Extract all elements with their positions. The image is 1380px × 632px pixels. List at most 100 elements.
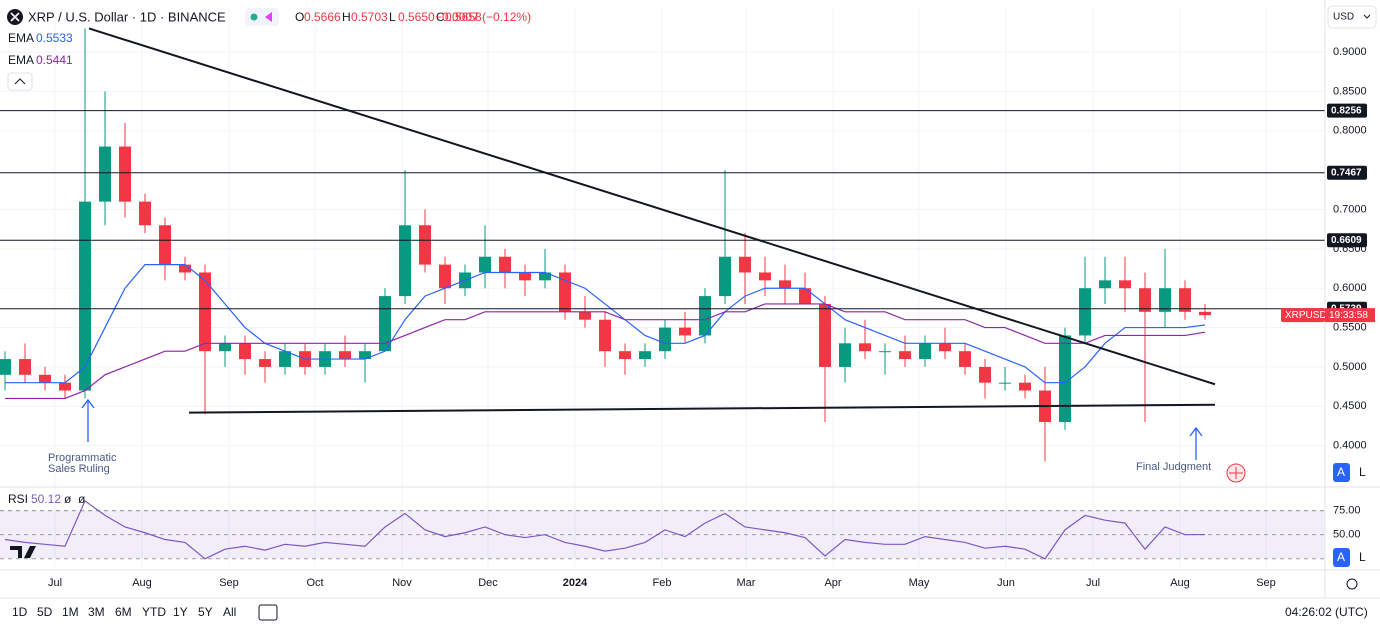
collapse-legend[interactable] — [7, 72, 33, 91]
rsi-value: 50.12 — [31, 492, 61, 506]
candle-body — [339, 351, 351, 360]
candle-body — [199, 272, 211, 352]
level-label: 0.8256 — [1331, 105, 1362, 116]
candle-body — [899, 351, 911, 360]
auto-scale-button[interactable] — [1333, 548, 1350, 567]
indicator-name: EMA — [8, 31, 34, 45]
candle-body — [519, 272, 531, 281]
candle-body — [699, 296, 711, 336]
candle-body — [159, 225, 171, 265]
date-range-button[interactable] — [258, 604, 278, 621]
x-tick-label: Mar — [737, 577, 756, 589]
indicator-name: EMA — [8, 53, 34, 67]
range-button[interactable]: 5D — [37, 605, 53, 619]
candle-body — [799, 288, 811, 304]
candle-body — [619, 351, 631, 360]
candle-body — [819, 303, 831, 367]
candle-body — [559, 272, 571, 312]
rsi-title: RSI — [8, 492, 28, 506]
ohlc-value: 0.5650 — [398, 10, 435, 24]
ohlc-label: O — [295, 10, 304, 24]
candle-body — [59, 382, 71, 391]
candle-body — [919, 343, 931, 360]
ohlc-legend: O 0.5666 H 0.5703 L 0.5650 C 0.5658 — [295, 10, 482, 24]
x-tick-label: Jul — [48, 577, 62, 589]
annotation-text: Final Judgment — [1136, 461, 1211, 473]
candle-body — [419, 225, 431, 265]
trend-line — [88, 27, 1216, 386]
x-tick-label: Feb — [653, 577, 672, 589]
candle-body — [999, 382, 1011, 384]
annotation-text: Sales Ruling — [48, 463, 110, 475]
candle-body — [779, 280, 791, 289]
candle-body — [259, 359, 271, 367]
candle-body — [119, 146, 131, 202]
candle-body — [939, 343, 951, 352]
x-tick-label: Apr — [824, 577, 841, 589]
auto-scale-button[interactable] — [1333, 463, 1350, 482]
log-scale-button[interactable]: L — [1359, 550, 1366, 564]
y-tick-label: 0.5500 — [1333, 321, 1367, 333]
x-tick-label: Aug — [132, 577, 152, 589]
x-tick-label: Sep — [1256, 577, 1276, 589]
log-scale-button[interactable]: L — [1359, 465, 1366, 479]
price-change: −0.0007 (−0.12%) — [435, 10, 531, 24]
symbol-logo-mark — [10, 12, 20, 22]
y-tick-label: 50.00 — [1333, 529, 1361, 541]
candle-body — [179, 264, 191, 273]
candle-body — [479, 256, 491, 273]
range-button[interactable]: YTD — [142, 605, 166, 619]
candle-body — [1139, 288, 1151, 312]
candle-body — [539, 272, 551, 281]
axes: 0.90000.85000.80000.70000.65000.60000.55… — [48, 46, 1375, 589]
range-button[interactable]: 1M — [62, 605, 79, 619]
rsi-param: ø — [78, 492, 86, 506]
x-tick-label: May — [909, 577, 930, 589]
x-tick-label: Oct — [306, 577, 323, 589]
settings-button[interactable] — [1346, 578, 1358, 590]
annotation-arrow — [1189, 426, 1203, 460]
ohlc-value: 0.5703 — [351, 10, 388, 24]
clock: 04:26:02 (UTC) — [1285, 605, 1368, 619]
range-button[interactable]: 3M — [88, 605, 105, 619]
candle-body — [599, 319, 611, 352]
rsi-param: ø — [64, 492, 72, 506]
range-button[interactable]: 6M — [115, 605, 132, 619]
candle-body — [579, 311, 591, 320]
button-label: A — [1337, 550, 1345, 564]
ohlc-label: C — [436, 10, 445, 24]
y-tick-label: 0.6000 — [1333, 282, 1367, 294]
y-tick-label: 0.7000 — [1333, 203, 1367, 215]
x-tick-label: Jun — [997, 577, 1015, 589]
range-button[interactable]: 1Y — [173, 605, 188, 619]
y-tick-label: 0.8500 — [1333, 85, 1367, 97]
x-tick-label: Aug — [1170, 577, 1190, 589]
candle-body — [739, 256, 751, 273]
y-tick-label: 75.00 — [1333, 504, 1361, 516]
indicator-line — [5, 303, 1206, 400]
candle-body — [39, 374, 51, 383]
candle-body — [219, 343, 231, 352]
ohlc-value: 0.5658 — [445, 10, 482, 24]
button-label: A — [1337, 465, 1345, 479]
ohlc-label: H — [342, 10, 351, 24]
currency-button[interactable] — [1327, 5, 1377, 29]
symbol-tag — [1281, 308, 1325, 323]
y-tick-label: 0.4000 — [1333, 440, 1367, 452]
range-button[interactable]: All — [223, 605, 236, 619]
candle-body — [1119, 280, 1131, 289]
collapse-icon — [14, 78, 26, 85]
range-button[interactable]: 5Y — [198, 605, 213, 619]
candle-body — [1019, 382, 1031, 391]
data-icon — [265, 12, 272, 22]
candle-body — [839, 343, 851, 367]
price-pane — [0, 8, 1325, 567]
range-button[interactable]: 1D — [12, 605, 28, 619]
candle-body — [139, 201, 151, 226]
candle-body — [1079, 288, 1091, 336]
annotation-arrow — [81, 398, 95, 442]
candle-body — [379, 296, 391, 352]
level-label-box — [1327, 233, 1367, 248]
